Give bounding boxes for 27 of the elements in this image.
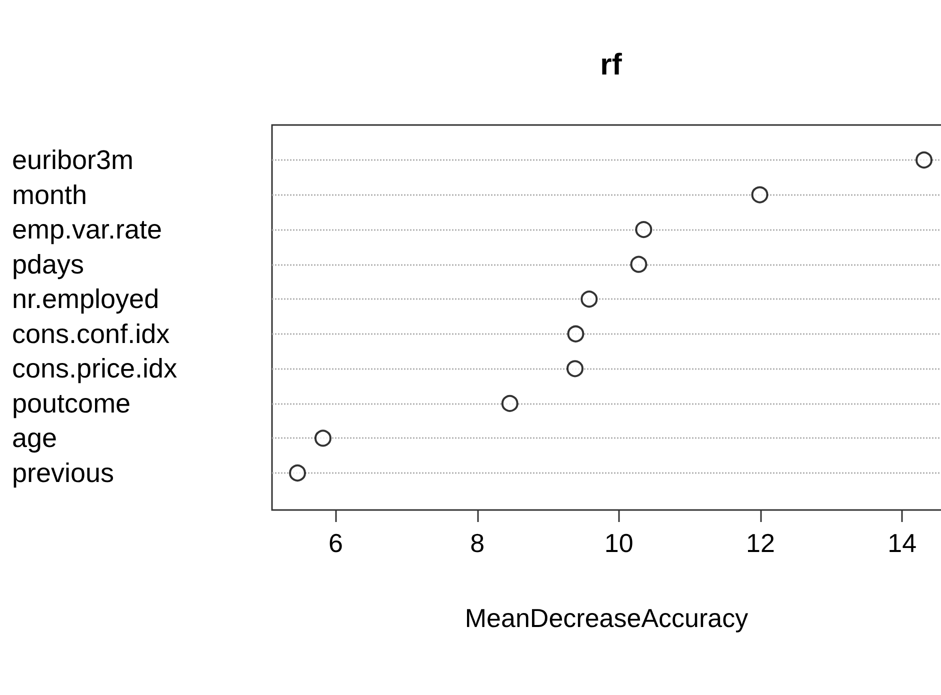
y-tick-label: age	[12, 423, 58, 454]
y-tick-label: cons.price.idx	[12, 354, 178, 384]
point	[916, 152, 933, 168]
point	[630, 256, 648, 273]
x-tick-label: 6	[328, 528, 343, 558]
point	[751, 186, 768, 204]
x-tick-label: 8	[470, 528, 485, 558]
point	[580, 290, 598, 308]
y-tick-label: emp.var.rate	[12, 214, 162, 245]
point	[314, 430, 332, 447]
y-tick-label: poutcome	[12, 388, 131, 418]
y-tick-label: euribor3m	[12, 145, 134, 175]
x-tick-label: 12	[746, 528, 775, 558]
y-tick-label: cons.conf.idx	[12, 318, 170, 349]
y-tick-label: pdays	[12, 249, 84, 280]
y-tick-label: month	[12, 180, 88, 210]
x-tick-label: 10	[604, 528, 634, 558]
point	[501, 394, 518, 412]
x-tick-label: 14	[888, 528, 917, 558]
chart-title: rf	[600, 48, 623, 82]
point	[635, 221, 652, 238]
point	[289, 464, 306, 482]
x-axis-title: MeanDecreaseAccuracy	[464, 603, 748, 633]
y-tick-label: nr.employed	[12, 284, 160, 314]
y-tick-label: previous	[12, 458, 114, 488]
point	[567, 325, 584, 342]
point	[566, 360, 584, 378]
